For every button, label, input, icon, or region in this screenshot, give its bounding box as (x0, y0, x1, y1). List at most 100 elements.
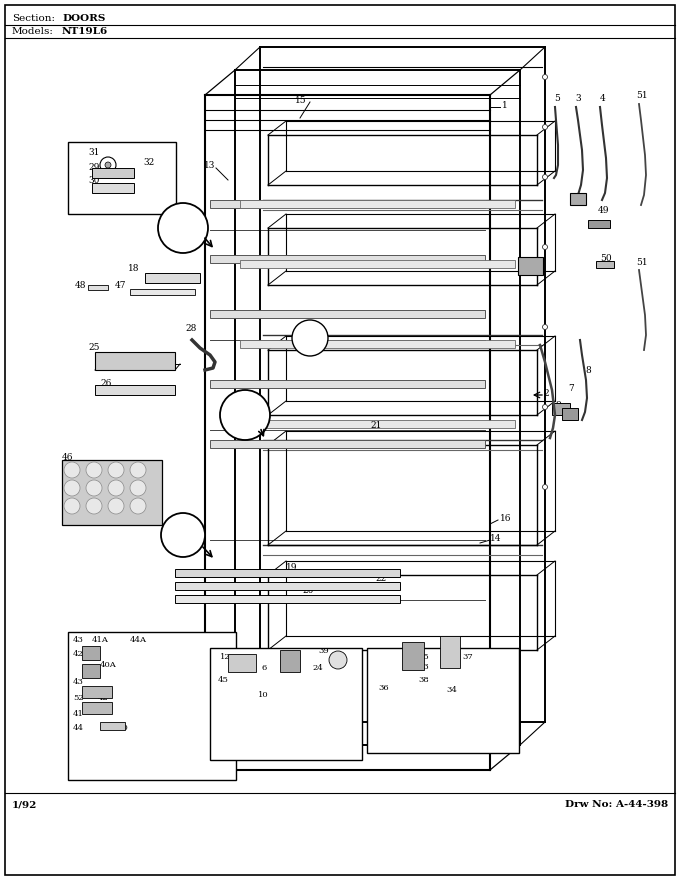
Bar (280, 650, 300, 672)
Circle shape (86, 498, 102, 514)
Text: 40A: 40A (100, 661, 117, 669)
Circle shape (64, 462, 80, 478)
Bar (95, 385, 175, 395)
Text: 20: 20 (302, 585, 313, 595)
Circle shape (108, 480, 124, 496)
Text: DOORS: DOORS (62, 14, 105, 23)
Text: 10: 10 (258, 691, 269, 699)
Circle shape (64, 480, 80, 496)
Text: 23: 23 (176, 531, 190, 539)
Bar (100, 722, 125, 730)
Bar (92, 183, 134, 193)
Bar (82, 686, 112, 698)
Text: NT19L6: NT19L6 (62, 27, 108, 36)
Text: 34: 34 (446, 686, 457, 694)
Text: 1/92: 1/92 (12, 800, 37, 809)
Text: 22: 22 (375, 574, 386, 583)
Bar (145, 273, 200, 283)
Text: 36: 36 (378, 684, 389, 692)
Text: 44A: 44A (130, 636, 147, 644)
Text: 6: 6 (262, 664, 267, 672)
Bar (240, 340, 515, 348)
Bar (210, 200, 485, 208)
Text: 15: 15 (295, 96, 307, 105)
Text: 29: 29 (88, 163, 99, 172)
Text: Models:: Models: (12, 27, 54, 36)
Bar (518, 257, 543, 275)
Bar (402, 642, 424, 670)
Text: 5: 5 (554, 93, 560, 102)
Circle shape (86, 462, 102, 478)
Bar (68, 632, 236, 780)
Bar (562, 408, 578, 420)
Text: Drw No: A-44-398: Drw No: A-44-398 (565, 800, 668, 809)
Text: 51: 51 (636, 258, 647, 267)
Text: 24: 24 (312, 664, 323, 672)
Text: 23: 23 (176, 224, 190, 232)
Bar (82, 646, 100, 660)
Text: 51: 51 (636, 91, 647, 99)
Circle shape (543, 174, 547, 180)
Circle shape (543, 485, 547, 489)
Bar (240, 200, 515, 208)
Bar (130, 289, 195, 295)
Circle shape (543, 325, 547, 329)
Text: 28: 28 (185, 324, 197, 333)
Text: 21: 21 (370, 421, 381, 429)
Text: 40: 40 (118, 724, 129, 732)
Circle shape (130, 462, 146, 478)
Text: 7: 7 (568, 384, 574, 392)
Bar (596, 261, 614, 268)
Bar (552, 403, 570, 415)
Text: 8: 8 (585, 365, 591, 375)
Circle shape (543, 405, 547, 409)
Text: 27: 27 (305, 334, 316, 342)
Bar (210, 255, 485, 263)
Bar (588, 220, 610, 228)
Circle shape (64, 498, 80, 514)
Text: 26: 26 (100, 378, 112, 387)
Text: 45: 45 (218, 676, 229, 684)
Circle shape (220, 390, 270, 440)
Bar (82, 702, 112, 714)
Text: 33: 33 (418, 663, 429, 671)
Text: 46: 46 (62, 452, 73, 461)
Bar (88, 285, 108, 290)
Text: 1: 1 (502, 100, 508, 109)
Text: 2: 2 (543, 388, 549, 398)
Text: 37: 37 (462, 653, 473, 661)
Circle shape (108, 462, 124, 478)
Circle shape (100, 157, 116, 173)
Text: 4: 4 (600, 93, 606, 102)
Text: 12: 12 (220, 653, 231, 661)
Bar (210, 440, 485, 448)
Circle shape (86, 480, 102, 496)
Bar (95, 352, 175, 370)
Bar (240, 260, 515, 268)
Circle shape (108, 498, 124, 514)
Text: 13: 13 (204, 160, 216, 170)
Text: 49: 49 (598, 206, 609, 215)
Bar (210, 380, 485, 388)
Bar (210, 648, 362, 760)
Circle shape (543, 75, 547, 79)
Text: 50: 50 (600, 253, 611, 262)
Text: 48: 48 (75, 281, 86, 290)
Bar (68, 142, 176, 214)
Circle shape (105, 162, 111, 168)
Text: 39: 39 (318, 647, 328, 655)
Circle shape (543, 124, 547, 129)
Text: 44: 44 (73, 724, 84, 732)
Text: 14: 14 (490, 533, 501, 542)
Circle shape (543, 245, 547, 250)
Text: 52: 52 (73, 694, 84, 702)
Text: 17: 17 (168, 216, 180, 224)
Text: 25: 25 (88, 342, 99, 351)
Text: 3: 3 (575, 93, 581, 102)
Bar (92, 168, 134, 178)
Text: Section:: Section: (12, 14, 55, 23)
Bar (570, 193, 586, 205)
Text: 47: 47 (115, 281, 126, 290)
Text: 43: 43 (73, 636, 84, 644)
Bar (228, 654, 256, 672)
